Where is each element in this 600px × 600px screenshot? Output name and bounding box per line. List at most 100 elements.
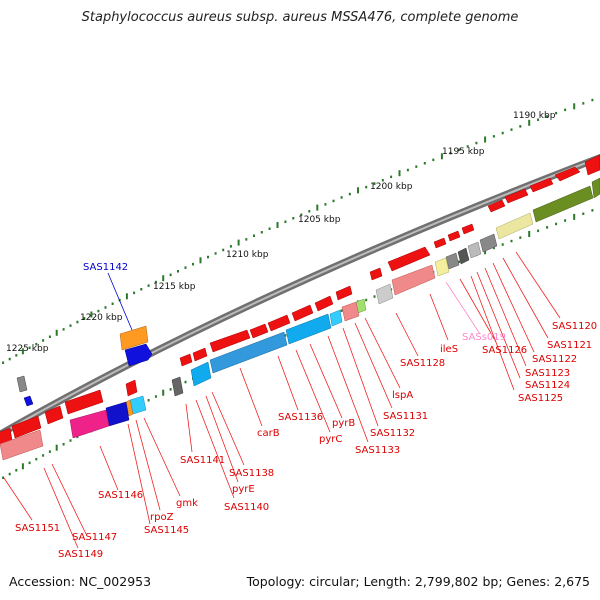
scale-tick <box>42 454 45 457</box>
scale-tick <box>537 118 540 121</box>
scale-tick <box>28 346 31 350</box>
scale-tick <box>528 231 531 237</box>
gene-labels: SAS1120 SAS1121 SAS1122 SAS1123 SAS1124 … <box>15 262 597 560</box>
scale-tick <box>519 236 522 239</box>
scale-tick <box>42 339 45 342</box>
scale-tick <box>162 389 165 396</box>
scale-tick <box>169 388 172 391</box>
scale-tick <box>357 187 359 194</box>
scale-tick <box>55 329 58 336</box>
scale-tick <box>21 463 24 470</box>
scale-tick <box>15 469 18 472</box>
scale-tick <box>69 439 72 442</box>
scale-tick <box>546 115 549 118</box>
pink-leader <box>445 281 481 335</box>
scale-tick <box>2 361 5 364</box>
scale-tick <box>97 309 100 313</box>
kbp-label: 1225 kbp <box>6 344 49 354</box>
scale-tick <box>245 238 248 241</box>
scale-tick <box>133 291 136 295</box>
scale-tick <box>76 320 79 324</box>
kbp-label: 1205 kbp <box>298 215 341 225</box>
scale-tick <box>501 131 504 135</box>
gene-label: SAS1140 <box>224 502 269 513</box>
gene-label: SAS1146 <box>98 490 143 501</box>
scale-tick <box>90 311 93 318</box>
scale-tick <box>125 293 128 300</box>
gene-label: SAS1128 <box>400 358 445 369</box>
scale-tick <box>324 203 327 206</box>
gene-label-highlight: SAS1142 <box>83 262 128 273</box>
scale-tick <box>528 119 531 126</box>
scale-tick <box>365 298 368 302</box>
scale-tick <box>69 324 72 327</box>
scale-tick <box>192 262 194 266</box>
scale-tick <box>169 273 172 277</box>
cds-track-upper <box>0 154 600 446</box>
gene-label: SAS1149 <box>58 549 103 560</box>
scale-tick <box>35 342 38 346</box>
gene-label: SAS1136 <box>278 412 323 423</box>
scale-tick <box>207 255 209 259</box>
scale-tick <box>492 135 495 138</box>
map-title: Staphylococcus aureus subsp. aureus MSSA… <box>81 10 519 25</box>
scale-tick <box>458 148 461 151</box>
scale-tick <box>292 217 295 220</box>
scale-tick <box>466 145 469 148</box>
scale-labels: 1190 kbp 1195 kbp 1200 kbp 1205 kbp 1210… <box>6 111 556 354</box>
backbone <box>0 153 600 439</box>
scale-tick <box>48 450 51 453</box>
scale-tick <box>147 399 150 402</box>
gene-label: SAS1138 <box>229 468 274 479</box>
scale-tick <box>308 210 311 213</box>
scale-tick <box>284 220 287 223</box>
scale-tick <box>423 162 426 165</box>
gene-label: SAS1147 <box>72 532 117 543</box>
scale-tick <box>55 444 58 451</box>
gene-label: pyrE <box>232 484 255 495</box>
scale-tick <box>199 257 202 264</box>
scale-tick <box>83 317 86 320</box>
gene-label: ileS <box>440 344 458 355</box>
scale-tick <box>222 248 225 252</box>
scale-tick <box>398 170 401 177</box>
scale-tick <box>162 275 165 282</box>
scale-tick <box>260 231 263 234</box>
scale-tick <box>214 252 217 255</box>
scale-tick <box>564 108 567 112</box>
scale-tick <box>62 328 65 331</box>
gene-label: lspA <box>392 390 413 401</box>
scale-tick <box>340 196 343 199</box>
scale-tick <box>591 209 594 212</box>
scale-tick <box>76 435 79 439</box>
cds-track-lower <box>0 177 600 461</box>
scale-tick <box>229 245 232 248</box>
scale-tick <box>35 457 38 461</box>
genome-summary: Topology: circular; Length: 2,799,802 bp… <box>246 574 590 589</box>
gene-label: SAS1132 <box>370 428 415 439</box>
gene-label: SAS1141 <box>180 455 225 466</box>
scale-tick <box>111 302 114 305</box>
scale-tick <box>373 182 376 185</box>
scale-tick <box>564 219 567 222</box>
scale-tick <box>316 204 319 211</box>
gene-label: SAS1145 <box>144 525 189 536</box>
scale-tick <box>28 461 31 465</box>
gene-label: rpoZ <box>150 512 174 523</box>
gene-label: carB <box>257 428 280 439</box>
kbp-label: 1215 kbp <box>153 282 196 292</box>
scale-tick <box>390 175 393 179</box>
scale-tick <box>501 243 504 246</box>
scale-tick <box>519 125 522 128</box>
scale-tick <box>237 239 240 246</box>
gene-label: SAS1123 <box>525 368 570 379</box>
scale-tick <box>300 213 303 216</box>
scale-tick <box>458 260 461 263</box>
scale-tick <box>537 229 540 233</box>
scale-tick <box>340 309 343 312</box>
gene-label: SAS1131 <box>383 411 428 422</box>
scale-tick <box>484 136 487 143</box>
scale-tick <box>573 213 576 220</box>
gene-label: pyrB <box>332 418 355 429</box>
